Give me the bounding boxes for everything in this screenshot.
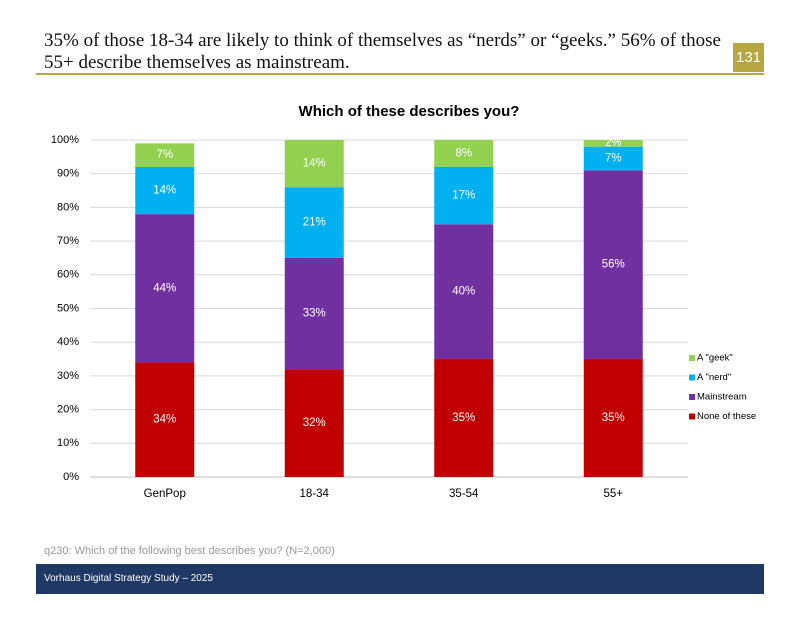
bar-segment	[434, 224, 494, 360]
y-tick-label: 90%	[57, 168, 79, 180]
legend-label: A "nerd"	[697, 372, 731, 383]
bar-segment	[284, 257, 344, 370]
y-tick-label: 10%	[57, 437, 79, 449]
bar-segment	[135, 143, 195, 167]
chart-title: Which of these describes you?	[299, 103, 520, 120]
slide-headline: 35% of those 18-34 are likely to think o…	[44, 30, 721, 73]
data-label: 40%	[452, 286, 475, 298]
bar-segment	[583, 170, 643, 360]
y-tick-label: 0%	[63, 471, 79, 483]
y-tick-label: 80%	[57, 201, 79, 213]
y-tick-label: 20%	[57, 404, 79, 416]
bar-segment	[583, 146, 643, 171]
bar-segment	[284, 140, 344, 188]
data-label: 14%	[303, 158, 326, 170]
x-tick-label: 18-34	[300, 488, 330, 500]
data-label: 17%	[452, 190, 475, 202]
data-label: 7%	[156, 149, 173, 161]
x-tick-label: GenPop	[144, 488, 186, 500]
header-rule	[36, 73, 764, 75]
legend-swatch	[689, 413, 695, 420]
data-label: 32%	[303, 417, 326, 429]
bar-segment	[135, 362, 195, 477]
data-label: 7%	[605, 153, 622, 165]
data-label: 34%	[153, 414, 176, 426]
bar-segment	[135, 214, 195, 363]
stacked-bar-chart: Which of these describes you? 0% 10% 20% 30%…	[51, 103, 756, 500]
legend-swatch	[689, 374, 695, 381]
bar-segment	[583, 140, 643, 147]
question-footnote: q230: Which of the following best descri…	[44, 545, 335, 557]
bar-segment	[135, 166, 195, 215]
footer-bar: Vorhaus Digital Strategy Study – 2025	[36, 564, 764, 594]
page-number-badge: 131	[733, 43, 764, 72]
y-tick-label: 40%	[57, 336, 79, 348]
y-tick-label: 70%	[57, 235, 79, 247]
legend-label: A "geek"	[697, 353, 733, 364]
data-label: 35%	[602, 412, 625, 424]
y-tick-label: 50%	[57, 302, 79, 314]
legend-label: Mainstream	[697, 392, 747, 403]
legend-label: None of these	[697, 411, 756, 422]
data-label: 2%	[605, 137, 622, 149]
data-label: 35%	[452, 412, 475, 424]
y-tick-label: 100%	[51, 134, 79, 146]
data-label: 8%	[455, 148, 472, 160]
bar-segment	[284, 369, 344, 477]
data-label: 44%	[153, 282, 176, 294]
bar-segment	[434, 140, 494, 167]
data-label: 14%	[153, 185, 176, 197]
data-label: 33%	[303, 308, 326, 320]
bar-segment	[434, 166, 494, 225]
y-tick-label: 60%	[57, 269, 79, 281]
data-label: 21%	[303, 217, 326, 229]
legend-swatch	[689, 394, 695, 400]
bar-segment	[583, 359, 643, 477]
y-tick-label: 30%	[57, 370, 79, 382]
x-tick-label: 35-54	[449, 488, 479, 500]
bar-segment	[284, 187, 344, 258]
legend-swatch	[689, 355, 695, 361]
bar-segment	[434, 359, 494, 477]
data-label: 56%	[602, 259, 625, 271]
footer-text: Vorhaus Digital Strategy Study – 2025	[44, 573, 213, 584]
x-tick-label: 55+	[603, 488, 623, 500]
